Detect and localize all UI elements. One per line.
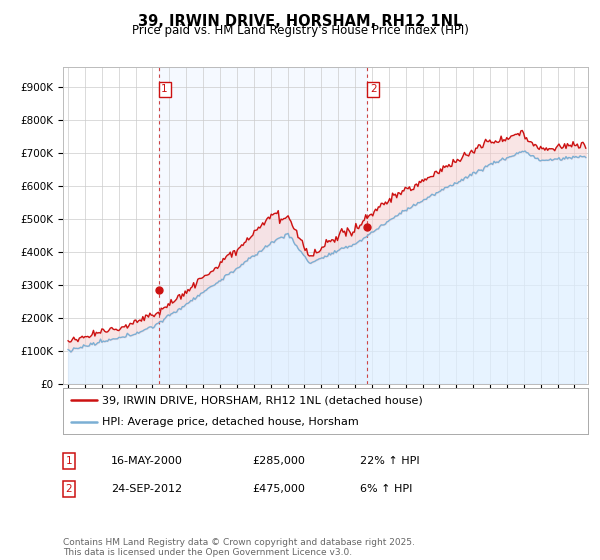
Text: 2: 2	[65, 484, 73, 494]
Text: 39, IRWIN DRIVE, HORSHAM, RH12 1NL (detached house): 39, IRWIN DRIVE, HORSHAM, RH12 1NL (deta…	[103, 395, 423, 405]
Text: HPI: Average price, detached house, Horsham: HPI: Average price, detached house, Hors…	[103, 417, 359, 427]
Text: 39, IRWIN DRIVE, HORSHAM, RH12 1NL: 39, IRWIN DRIVE, HORSHAM, RH12 1NL	[138, 14, 462, 29]
Text: Contains HM Land Registry data © Crown copyright and database right 2025.
This d: Contains HM Land Registry data © Crown c…	[63, 538, 415, 557]
Text: 16-MAY-2000: 16-MAY-2000	[111, 456, 183, 466]
Text: 24-SEP-2012: 24-SEP-2012	[111, 484, 182, 494]
Text: 1: 1	[65, 456, 73, 466]
Text: £475,000: £475,000	[252, 484, 305, 494]
Bar	[159, 67, 367, 384]
Text: 22% ↑ HPI: 22% ↑ HPI	[360, 456, 419, 466]
Text: Price paid vs. HM Land Registry's House Price Index (HPI): Price paid vs. HM Land Registry's House …	[131, 24, 469, 37]
Text: £285,000: £285,000	[252, 456, 305, 466]
Text: 2: 2	[370, 85, 377, 94]
Text: 6% ↑ HPI: 6% ↑ HPI	[360, 484, 412, 494]
Text: 1: 1	[161, 85, 168, 94]
